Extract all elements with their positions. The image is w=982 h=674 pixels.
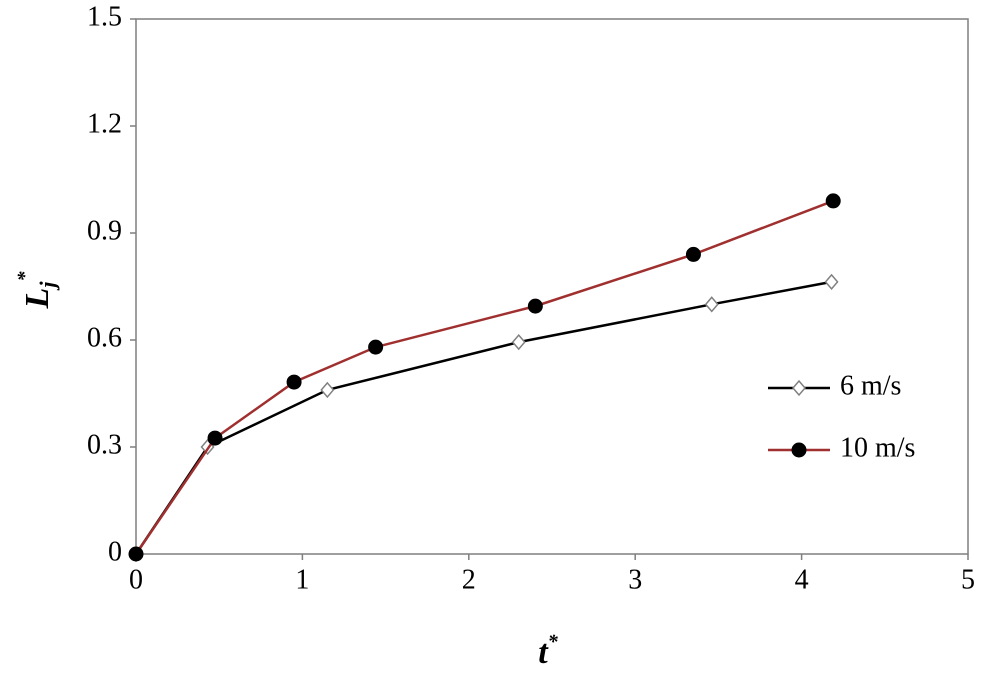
y-axis-label: Lj* [14,271,60,310]
y-label-sub: j [35,281,60,291]
point [320,381,335,399]
x-axis-label: t* [538,631,558,671]
y-label-sup: * [14,271,36,282]
legend-label: 10 m/s [840,432,915,463]
point [704,296,719,313]
point [824,273,839,291]
point [207,430,223,446]
x-tick-label: 0 [129,564,143,595]
point [527,298,543,314]
y-tick-label: 1.5 [87,1,122,32]
y-tick-label: 0.9 [87,215,122,246]
x-tick-label: 4 [795,564,809,595]
series-line [134,280,832,555]
point [368,339,384,355]
point [511,333,526,351]
y-tick-label: 0.6 [87,322,122,353]
y-tick-label: 1.2 [87,108,122,139]
x-label-base: t [538,634,549,671]
point [286,374,302,390]
x-label-sup: * [548,631,559,653]
y-tick-label: 0 [108,536,122,567]
point [825,193,841,209]
legend-label: 6 m/s [840,370,901,401]
legend-marker [792,379,806,397]
x-tick-label: 1 [295,564,309,595]
plot-frame [135,18,969,555]
series-line [134,199,834,555]
x-tick-label: 3 [628,564,642,595]
point [128,546,144,562]
y-label-base: L [19,288,56,310]
legend-marker [791,442,807,458]
point [685,246,701,262]
y-tick-label: 0.3 [87,429,122,460]
x-tick-label: 2 [462,564,476,595]
x-tick-label: 5 [961,564,975,595]
